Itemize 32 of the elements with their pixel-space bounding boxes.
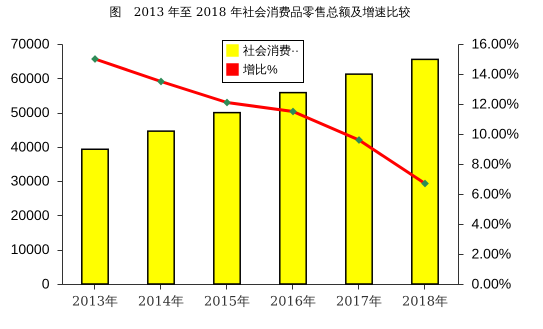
bar: [213, 112, 241, 285]
y2-tick-label: 16.00%: [472, 36, 519, 52]
y2-tick-label: 2.00%: [472, 246, 512, 262]
x-tick-label: 2013年: [72, 294, 118, 310]
y-tick-label: 10000: [10, 241, 50, 258]
y-tick-label: 50000: [10, 104, 50, 120]
y2-tick-label: 10.00%: [472, 126, 519, 142]
legend-label: 增比%: [242, 62, 278, 76]
bar: [345, 73, 373, 285]
y2-tick-label: 12.00%: [472, 96, 519, 112]
chart-title: 图 2013 年至 2018 年社会消费品零售总额及增速比较: [110, 5, 410, 19]
y2-tick-label: 0.00%: [472, 276, 512, 292]
y-tick-label: 70000: [10, 36, 50, 52]
x-tick-label: 2017年: [336, 294, 382, 310]
bar: [81, 148, 109, 285]
y-tick-label: 30000: [10, 172, 50, 189]
y2-tick-label: 8.00%: [472, 156, 512, 172]
x-tick-label: 2016年: [270, 294, 316, 310]
y-tick-label: 40000: [10, 138, 50, 154]
x-tick-label: 2014年: [138, 294, 184, 310]
bar: [147, 130, 175, 285]
y2-tick-label: 14.00%: [472, 66, 519, 82]
bar: [411, 58, 439, 285]
x-tick-label: 2015年: [204, 294, 250, 310]
legend-label: 社会消费··: [243, 44, 299, 58]
y2-tick-label: 6.00%: [472, 186, 512, 202]
y-tick-label: 0: [42, 276, 50, 292]
bar: [279, 92, 307, 285]
y2-tick-label: 4.00%: [472, 216, 512, 232]
y-tick-label: 20000: [10, 206, 50, 223]
x-tick-label: 2018年: [402, 294, 448, 310]
y-tick-label: 60000: [10, 70, 50, 86]
